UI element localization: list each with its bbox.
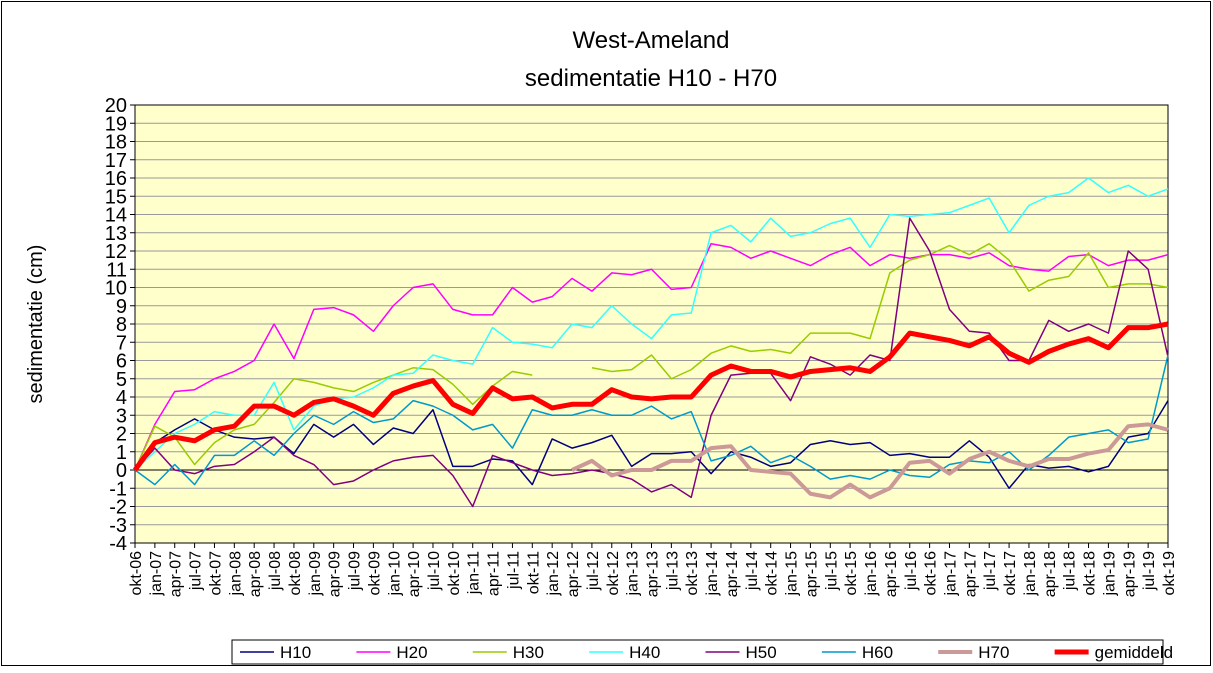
data-line	[134, 242, 1169, 471]
x-tick-label: apr-16	[883, 551, 900, 597]
x-tick-label: jul-10	[426, 551, 443, 591]
x-tick-label: jan-10	[386, 551, 403, 597]
y-tick-label: 1	[116, 442, 127, 464]
data-line	[134, 177, 1169, 471]
y-tick-label: 11	[106, 259, 127, 281]
x-tick-label: jul-12	[585, 551, 602, 591]
y-tick-label: 18	[105, 132, 127, 154]
x-tick-label: jul-14	[744, 551, 761, 591]
x-tick-label: okt-06	[128, 551, 145, 596]
data-line	[134, 354, 1169, 486]
x-tick-label: okt-08	[287, 551, 304, 596]
x-tick-label: okt-19	[1161, 551, 1178, 596]
legend-label: H70	[978, 643, 1009, 662]
x-tick-label: jan-16	[863, 551, 880, 597]
x-tick-label: jan-11	[466, 551, 483, 595]
legend-label: H50	[746, 643, 777, 662]
y-tick-label: 6	[116, 351, 127, 373]
x-tick-label: jan-07	[148, 551, 165, 597]
x-tick-label: jul-15	[823, 551, 840, 591]
x-tick-label: apr-10	[406, 551, 423, 597]
y-tick-label: 20	[105, 95, 127, 117]
y-tick-label: 0	[116, 460, 127, 482]
y-tick-label: 14	[105, 205, 127, 227]
y-axis-label: sedimentatie (cm)	[25, 245, 47, 404]
x-tick-label: apr-12	[565, 551, 582, 597]
x-tick-label: okt-15	[843, 551, 860, 596]
x-tick-label: okt-10	[446, 551, 463, 596]
x-tick-label: apr-08	[247, 551, 264, 597]
x-tick-label: okt-09	[366, 551, 383, 596]
y-tick-label: -1	[109, 478, 127, 500]
x-tick-label: okt-11	[525, 551, 542, 594]
x-tick-label: jan-09	[307, 551, 324, 597]
x-tick-label: jan-14	[704, 551, 721, 597]
x-tick-label: apr-14	[724, 551, 741, 597]
chart-title: West-Ameland	[573, 27, 730, 54]
x-tick-label: okt-17	[1002, 551, 1019, 596]
legend-label: H40	[629, 643, 660, 662]
x-tick-label: jul-19	[1141, 551, 1158, 591]
y-tick-label: 13	[105, 223, 127, 245]
x-tick-label: apr-09	[327, 551, 344, 597]
y-tick-label: 15	[105, 186, 127, 208]
y-tick-label: 7	[116, 332, 127, 354]
data-line	[132, 321, 1169, 472]
x-tick-label: okt-16	[923, 551, 940, 596]
x-tick-label: okt-14	[764, 551, 781, 596]
x-tick-label: apr-18	[1042, 551, 1059, 597]
x-tick-label: jul-08	[267, 551, 284, 591]
data-line	[134, 242, 1169, 471]
x-tick-label: jan-13	[625, 551, 642, 597]
x-tick-label: jul-18	[1062, 551, 1079, 591]
y-tick-label: 10	[105, 278, 127, 300]
y-tick-label: 12	[105, 241, 127, 263]
x-tick-label: okt-12	[605, 551, 622, 596]
x-tick-label: okt-07	[207, 551, 224, 596]
x-tick-label: jul-07	[188, 551, 205, 591]
y-tick-label: -4	[109, 533, 127, 555]
x-tick-label: apr-07	[168, 551, 185, 597]
legend-label: H20	[396, 643, 427, 662]
x-tick-label: jul-11	[505, 551, 522, 590]
x-tick-label: jul-13	[664, 551, 681, 591]
x-tick-label: apr-17	[962, 551, 979, 597]
legend-label: H60	[862, 643, 893, 662]
data-line	[571, 422, 1169, 500]
x-tick-label: jan-08	[227, 551, 244, 597]
y-tick-label: -3	[109, 515, 127, 537]
chart-subtitle: sedimentatie H10 - H70	[525, 65, 777, 92]
x-tick-label: apr-15	[803, 551, 820, 597]
data-line	[134, 400, 1169, 489]
x-tick-label: okt-13	[684, 551, 701, 596]
x-tick-label: apr-11	[486, 551, 503, 596]
y-tick-label: 9	[116, 296, 127, 318]
x-tick-label: jan-18	[1022, 551, 1039, 597]
x-tick-label: jan-12	[545, 551, 562, 597]
x-tick-label: apr-13	[645, 551, 662, 597]
legend-label: gemiddeld	[1095, 643, 1173, 662]
y-tick-label: 3	[116, 405, 127, 427]
y-tick-label: 2	[116, 424, 127, 446]
x-tick-label: jul-17	[982, 551, 999, 591]
legend: H10 H20 H30 H40 H50 H60 H70 gemiddeld	[231, 639, 1173, 665]
y-tick-label: 4	[116, 387, 127, 409]
y-tick-label: 5	[116, 369, 127, 391]
x-tick-label: jan-19	[1101, 551, 1118, 597]
legend-label: H30	[513, 643, 544, 662]
x-tick-label: jan-15	[784, 551, 801, 597]
x-tick-label: jan-17	[942, 551, 959, 597]
y-tick-label: 17	[105, 150, 127, 172]
x-tick-label: jul-09	[347, 551, 364, 591]
x-tick-label: apr-19	[1121, 551, 1138, 597]
legend-label: H10	[280, 643, 311, 662]
y-tick-label: 16	[105, 168, 127, 190]
x-tick-label: okt-18	[1082, 551, 1099, 596]
y-tick-label: -2	[109, 497, 127, 519]
y-tick-label: 19	[105, 113, 127, 135]
y-tick-label: 8	[116, 314, 127, 336]
x-tick-label: jul-16	[903, 551, 920, 591]
